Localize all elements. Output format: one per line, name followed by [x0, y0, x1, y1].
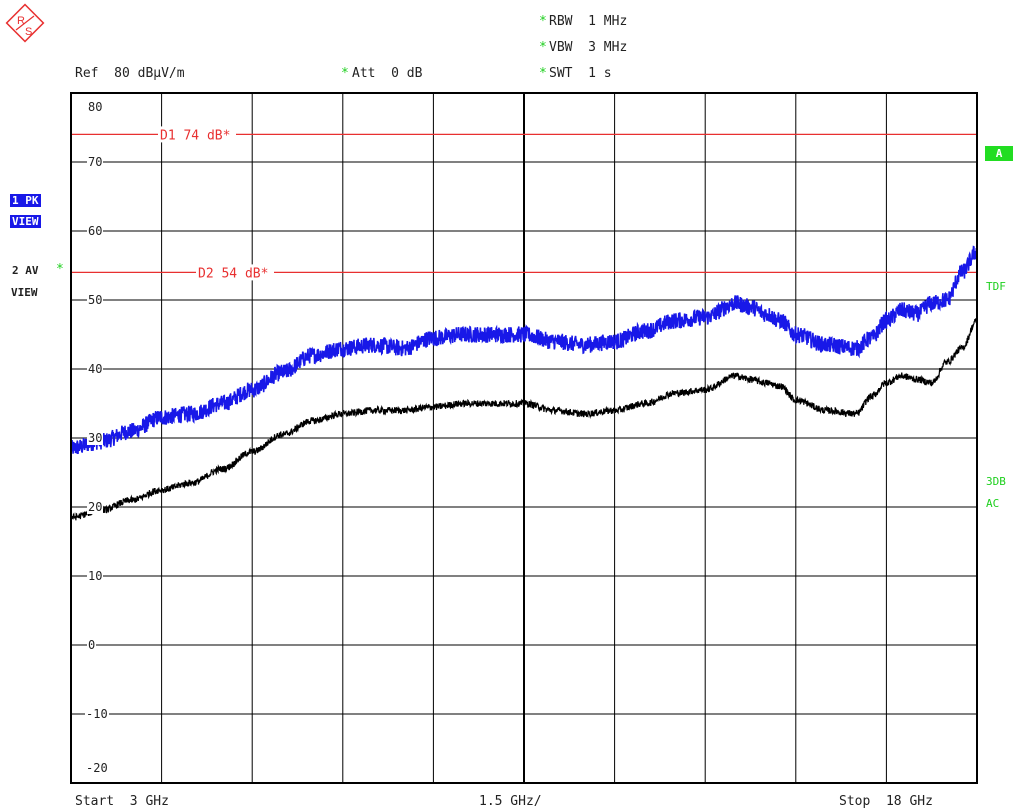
vbw-star: * [539, 40, 547, 55]
y-tick-label: -20 [85, 761, 109, 775]
limit-label-bg [158, 126, 236, 143]
ref-level-label: Ref 80 dBµV/m [75, 66, 185, 81]
trace-2-average [70, 318, 978, 521]
trace-1-peak [70, 245, 978, 455]
trace2-view-label: VIEW [11, 286, 38, 299]
trace1-view-label: VIEW [10, 215, 41, 228]
plot-frame [70, 92, 978, 784]
vbw-label: VBW 3 MHz [549, 40, 628, 55]
svg-text:S: S [25, 26, 32, 38]
att-label: Att 0 dB [352, 66, 423, 81]
y-tick-label: 80 [87, 100, 104, 114]
trace2-label: 2 AV [12, 264, 39, 277]
y-tick-label: -10 [85, 707, 109, 721]
stop-frequency: Stop 18 GHz [839, 794, 933, 809]
span-per-division: 1.5 GHz/ [479, 794, 542, 809]
y-tick-label: 10 [87, 569, 104, 583]
rbw-label: RBW 1 MHz [549, 14, 628, 29]
limit-label-bg [196, 264, 274, 281]
y-tick-label: 50 [87, 293, 104, 307]
swt-label: SWT 1 s [549, 66, 612, 81]
ac-label: AC [986, 497, 1000, 510]
y-tick-label: 70 [87, 155, 104, 169]
rbw-star: * [539, 14, 547, 29]
a-badge: A [985, 146, 1013, 161]
y-tick-label: 30 [87, 431, 104, 445]
svg-text:R: R [17, 15, 25, 27]
tdf-label: TDF [986, 280, 1006, 293]
limit-label: D1 74 dB* [160, 128, 230, 143]
y-tick-label: 40 [87, 362, 104, 376]
trace1-label: 1 PK [10, 194, 41, 207]
plot-border [70, 92, 978, 784]
y-tick-label: 60 [87, 224, 104, 238]
trace2-star: * [56, 262, 64, 277]
rohde-schwarz-logo: R S [5, 3, 45, 43]
swt-star: * [539, 66, 547, 81]
3db-label: 3DB [986, 475, 1006, 488]
y-tick-label: 20 [87, 500, 104, 514]
y-tick-label: 0 [87, 638, 97, 652]
start-frequency: Start 3 GHz [75, 794, 169, 809]
limit-label: D2 54 dB* [198, 266, 268, 281]
limit-lines: D1 74 dB* D2 54 dB* [71, 126, 977, 281]
traces [70, 245, 978, 521]
plot-grid [71, 93, 977, 783]
att-star: * [341, 66, 349, 81]
